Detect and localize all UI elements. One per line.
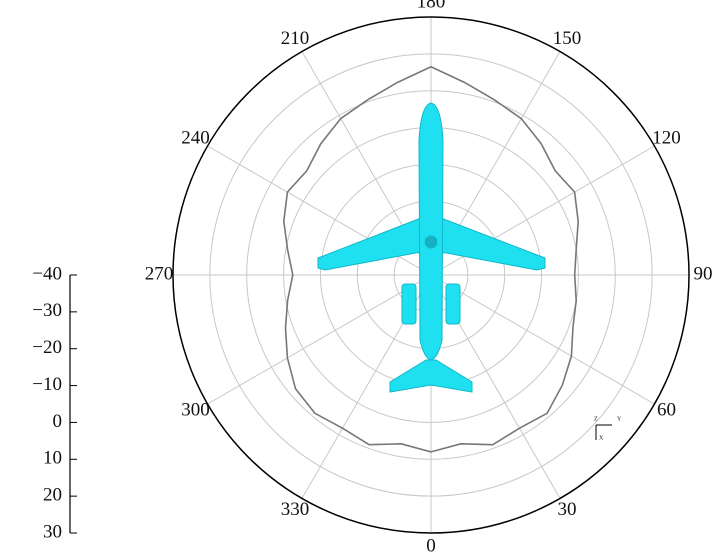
theta-tick-label: 30 <box>558 499 577 520</box>
theta-tick-label: 180 <box>417 0 446 12</box>
r-tick-label: 10 <box>43 448 62 469</box>
grid-circle <box>209 53 653 497</box>
tail <box>389 359 473 393</box>
r-tick-label: −40 <box>32 263 62 284</box>
r-tick-label: 0 <box>53 411 63 432</box>
engine <box>445 283 461 325</box>
r-tick-label: −30 <box>32 300 62 321</box>
theta-tick-label: 120 <box>652 127 681 148</box>
theta-tick-label: 60 <box>657 399 676 420</box>
grid-circle <box>246 90 616 460</box>
hub <box>424 235 438 249</box>
r-tick-label: 20 <box>43 485 62 506</box>
theta-tick-label: 240 <box>181 127 210 148</box>
theta-tick-label: 210 <box>281 28 310 49</box>
spoke <box>207 274 432 405</box>
theta-tick-label: 90 <box>694 263 713 284</box>
theta-tick-label: 330 <box>281 499 310 520</box>
axis-triad <box>595 424 612 440</box>
theta-tick-label: 0 <box>426 535 436 552</box>
triad-label: Y <box>617 416 622 422</box>
r-tick-label: 30 <box>43 521 62 542</box>
triad-label: Z <box>594 416 598 422</box>
theta-tick-label: 270 <box>145 263 174 284</box>
left-wing <box>317 217 422 271</box>
r-tick-label: −20 <box>32 337 62 358</box>
r-tick-label: −10 <box>32 374 62 395</box>
theta-tick-label: 150 <box>553 28 582 49</box>
theta-tick-label: 300 <box>181 399 210 420</box>
spoke <box>430 274 655 405</box>
aircraft <box>317 102 546 393</box>
engine <box>401 283 417 325</box>
triad-label: X <box>599 435 604 441</box>
fuselage <box>418 102 444 361</box>
pattern-line <box>282 65 580 453</box>
outer-circle <box>172 16 690 534</box>
right-wing <box>440 217 546 271</box>
